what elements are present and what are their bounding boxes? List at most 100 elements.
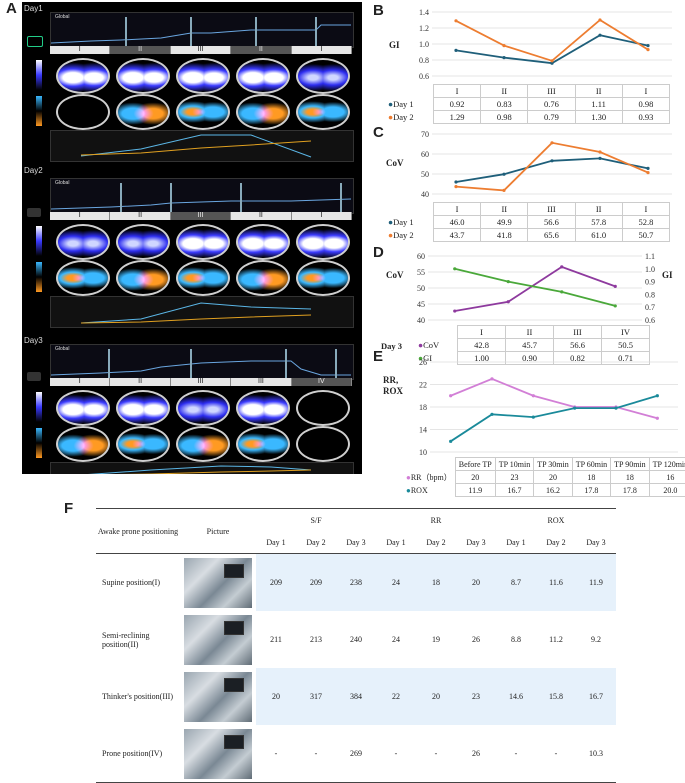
- cell: 10.3: [576, 725, 616, 783]
- chart-b-value: 0.79: [527, 110, 576, 124]
- day1-roi-3: III: [171, 46, 232, 54]
- chart-b-ylabel: GI: [389, 40, 400, 50]
- day-head: Day 2: [296, 531, 336, 554]
- eit-image: [236, 390, 290, 426]
- chart-c-legend-day2: ●Day 2: [388, 230, 414, 240]
- chart-d-series-name: GI: [423, 353, 433, 363]
- y-tick-label: 55: [417, 268, 425, 277]
- chart-b-value: 0.83: [480, 97, 529, 111]
- day3-ventilation-images: [56, 390, 350, 426]
- chart-b-series-name: Day 2: [393, 112, 414, 122]
- day-head: Day 3: [576, 531, 616, 554]
- cell: 211: [270, 635, 282, 644]
- chart-c-value: 50.7: [621, 228, 671, 242]
- chart-e-ylabel-2: ROX: [383, 386, 403, 396]
- data-point: [531, 415, 535, 419]
- cell: 11.2: [549, 635, 563, 644]
- chart-c-value: 41.8: [480, 228, 529, 242]
- chart-c-plot: 40 50 60 70: [421, 130, 672, 199]
- cell: 26: [456, 725, 496, 783]
- day2-roi-2: II: [110, 212, 171, 220]
- eit-image: [176, 94, 230, 130]
- eit-image: [296, 224, 350, 260]
- day3-regional-images: [56, 426, 350, 462]
- position-photo: [184, 557, 252, 608]
- position-photo: [184, 614, 252, 665]
- eit-image: [296, 426, 350, 462]
- chart-c-series-name: Day 2: [393, 230, 414, 240]
- chart-b-legend-day2: ●Day 2: [388, 112, 414, 122]
- positioning-table: Awake prone positioning Picture S/F RR R…: [96, 508, 616, 783]
- data-point: [454, 48, 458, 53]
- chart-d-value: 50.5: [601, 338, 650, 352]
- day3-roi-2: II: [110, 378, 171, 386]
- y-tick-label: 45: [417, 300, 425, 309]
- chart-b-value: 1.29: [432, 110, 482, 124]
- data-point: [502, 44, 506, 48]
- data-point: [614, 406, 618, 410]
- cell: 269: [336, 725, 376, 783]
- y-tick-label: 26: [419, 358, 427, 367]
- data-point: [646, 44, 650, 48]
- position-name: Thinker's position(III): [102, 692, 173, 701]
- chart-d-category: I: [457, 325, 506, 339]
- y-tick-label: 60: [421, 150, 429, 159]
- eit-image: [116, 58, 170, 94]
- cell: 19: [432, 635, 440, 644]
- col-head-position: Awake prone positioning: [96, 508, 180, 554]
- day3-label: Day3: [24, 336, 43, 345]
- data-point: [449, 439, 453, 443]
- eit-image: [116, 260, 170, 296]
- chart-d-ylabel-right: GI: [662, 270, 673, 280]
- day3-roi-5: IV: [291, 378, 353, 386]
- chart-e-category: Before TP: [454, 457, 496, 471]
- chart-e-value: 20: [454, 470, 496, 484]
- cell: 9.2: [591, 635, 601, 644]
- chart-d-day-label: Day 3: [381, 341, 403, 351]
- position-name: Supine position(I): [102, 578, 160, 587]
- chart-b-value: 0.98: [621, 97, 671, 111]
- day3-global-waveform: Global: [50, 344, 354, 380]
- cell: 14.6: [496, 668, 536, 725]
- data-point: [560, 290, 564, 294]
- data-point: [613, 304, 617, 308]
- day1-white-scale: [36, 60, 42, 90]
- data-point: [573, 406, 577, 410]
- day-head: Day 3: [456, 531, 496, 554]
- eit-image: [56, 224, 110, 260]
- eit-image: [236, 94, 290, 130]
- y-tick-label-right: 0.6: [645, 316, 655, 324]
- data-point: [490, 377, 494, 381]
- data-point: [550, 61, 554, 65]
- table-row: Thinker's position(III) 20 317 384 22 20 23 …: [96, 668, 616, 725]
- chart-c-ylabel: CoV: [386, 158, 404, 168]
- chart-b-category: II: [480, 84, 529, 98]
- day3-roi-4: III: [231, 378, 292, 386]
- chart-d-category: III: [553, 325, 602, 339]
- eit-image: [116, 390, 170, 426]
- col-head-picture: Picture: [180, 508, 256, 554]
- y-tick-label: 70: [421, 130, 429, 139]
- position-name: Prone position(IV): [96, 725, 180, 783]
- cell: 209: [296, 553, 336, 611]
- chart-e-value: 16.7: [494, 483, 535, 497]
- col-head-sf: S/F: [256, 508, 376, 531]
- position-name: Semi-reclining position(II): [102, 630, 150, 649]
- eit-image: [176, 426, 230, 462]
- chart-c-series-name: Day 1: [393, 217, 414, 227]
- data-point: [454, 180, 458, 184]
- day1-roi-bar: I II III II I: [50, 46, 353, 54]
- day1-regional-images: [56, 94, 350, 130]
- eit-image: [236, 58, 290, 94]
- day3-global-label: Global: [55, 346, 70, 352]
- y-tick-label: 40: [421, 190, 429, 199]
- y-tick-label: 0.8: [419, 56, 429, 65]
- day1-roi-4: II: [231, 46, 292, 54]
- chart-e-value: 11.9: [454, 483, 496, 497]
- panel-letter-b: B: [373, 2, 384, 19]
- day-head: Day 2: [536, 531, 576, 554]
- y-tick-label: 14: [419, 426, 427, 435]
- day1-indicator-icon: [27, 36, 43, 47]
- chart-b-table: I II III II I ●Day 1 0.92 0.83 0.76 1.11 0.98 ●Da…: [388, 84, 671, 124]
- cell: 238: [336, 553, 376, 611]
